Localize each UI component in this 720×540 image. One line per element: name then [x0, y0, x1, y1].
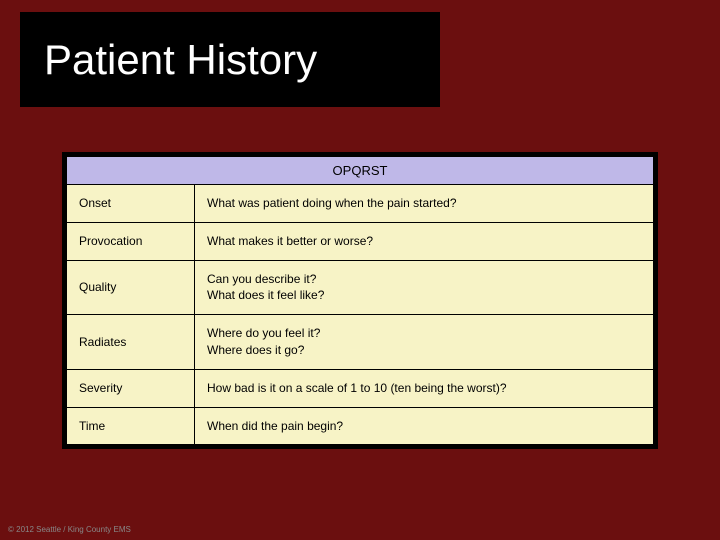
row-label: Time: [67, 407, 195, 445]
row-question: Can you describe it?What does it feel li…: [195, 260, 654, 315]
row-label: Radiates: [67, 315, 195, 370]
table-row: Quality Can you describe it?What does it…: [67, 260, 654, 315]
row-label: Severity: [67, 369, 195, 407]
row-label: Provocation: [67, 222, 195, 260]
slide-title: Patient History: [44, 36, 317, 84]
table-row: Provocation What makes it better or wors…: [67, 222, 654, 260]
row-question: What was patient doing when the pain sta…: [195, 185, 654, 223]
row-question: Where do you feel it?Where does it go?: [195, 315, 654, 370]
row-label: Quality: [67, 260, 195, 315]
table-row: Radiates Where do you feel it?Where does…: [67, 315, 654, 370]
table-body: Onset What was patient doing when the pa…: [67, 185, 654, 445]
table-row: Severity How bad is it on a scale of 1 t…: [67, 369, 654, 407]
table-row: Time When did the pain begin?: [67, 407, 654, 445]
footer-copyright: © 2012 Seattle / King County EMS: [8, 525, 131, 534]
table-header: OPQRST: [67, 157, 654, 185]
table-row: Onset What was patient doing when the pa…: [67, 185, 654, 223]
row-label: Onset: [67, 185, 195, 223]
row-question: What makes it better or worse?: [195, 222, 654, 260]
opqrst-table: OPQRST Onset What was patient doing when…: [66, 156, 654, 445]
row-question: When did the pain begin?: [195, 407, 654, 445]
title-box: Patient History: [20, 12, 440, 107]
row-question: How bad is it on a scale of 1 to 10 (ten…: [195, 369, 654, 407]
table-wrapper: OPQRST Onset What was patient doing when…: [62, 152, 658, 449]
